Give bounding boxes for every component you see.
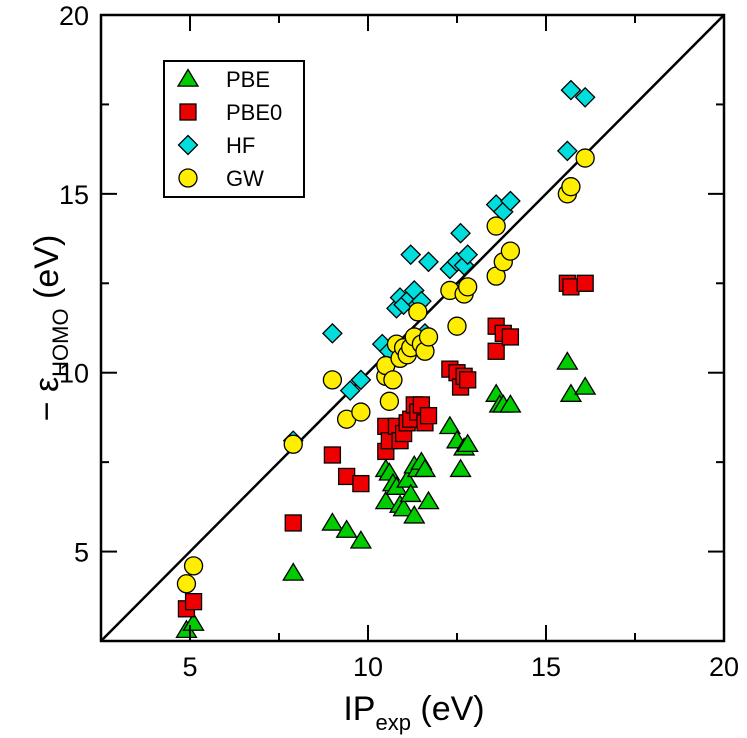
legend-marker-pbe0 (179, 103, 197, 121)
data-point-pbe (182, 612, 205, 631)
series-pbe (175, 351, 597, 639)
x-tick-label: 5 (182, 652, 197, 682)
data-point-gw (379, 391, 400, 411)
y-tick-label: 15 (59, 180, 89, 210)
data-point-pbe (349, 530, 373, 549)
data-point-pbe (403, 505, 426, 524)
data-point-gw (383, 370, 403, 390)
y-tick-label: 5 (74, 538, 89, 568)
legend-label-pbe: PBE (226, 67, 270, 92)
x-tick-label: 15 (531, 652, 561, 682)
data-point-hf (450, 222, 471, 244)
data-point-pbe0 (576, 274, 594, 292)
data-point-gw (500, 241, 521, 261)
data-point-hf (350, 369, 372, 391)
data-point-hf (321, 322, 343, 344)
data-point-gw (447, 316, 467, 336)
data-point-hf (400, 244, 422, 266)
data-point-pbe (417, 490, 440, 510)
series-gw (176, 148, 595, 594)
data-point-gw (322, 370, 343, 390)
data-point-gw (486, 216, 506, 236)
data-point-pbe (282, 562, 305, 581)
data-point-pbe (413, 458, 437, 478)
data-point-pbe (374, 490, 397, 510)
data-point-hf (457, 244, 479, 266)
data-point-gw (561, 177, 581, 197)
data-point-pbe (335, 519, 358, 538)
data-point-pbe0 (487, 342, 505, 360)
data-point-pbe (449, 458, 472, 478)
data-point-pbe0 (419, 406, 438, 425)
data-point-gw (283, 434, 303, 454)
data-point-pbe0 (323, 446, 342, 464)
data-point-hf (339, 380, 361, 402)
data-point-hf (556, 140, 578, 162)
data-point-pbe0 (284, 514, 302, 532)
legend-marker-hf (177, 134, 199, 156)
legend-label-hf: HF (226, 133, 255, 158)
y-axis-label: − εHOMO (eV) (28, 235, 73, 422)
data-point-pbe0 (501, 328, 520, 346)
data-point-pbe (399, 483, 422, 503)
data-point-pbe (392, 497, 415, 517)
x-tick-label: 10 (353, 652, 383, 682)
series-hf (282, 79, 596, 452)
data-point-pbe0 (459, 371, 477, 389)
legend-label-gw: GW (226, 166, 264, 191)
data-point-pbe (456, 433, 479, 453)
data-point-pbe (499, 394, 522, 413)
data-point-gw (351, 402, 371, 422)
y-tick-label: 20 (59, 1, 89, 31)
data-point-pbe0 (352, 474, 370, 493)
data-point-gw (575, 148, 595, 168)
data-point-pbe0 (184, 593, 203, 611)
legend-label-pbe0: PBE0 (226, 100, 282, 125)
data-point-gw (408, 302, 428, 322)
data-point-gw (176, 574, 197, 594)
data-point-gw (458, 277, 478, 297)
series-pbe0 (177, 274, 594, 618)
data-point-hf (418, 251, 439, 273)
data-point-hf (574, 86, 596, 108)
legend-marker-gw (178, 168, 198, 188)
x-tick-label: 20 (709, 652, 739, 682)
data-point-gw (183, 556, 204, 576)
data-point-pbe (321, 512, 344, 531)
y-tick-label: 10 (59, 359, 89, 389)
data-point-pbe (556, 351, 579, 370)
data-point-hf (560, 79, 582, 101)
x-axis-label: IPexp (eV) (343, 690, 484, 735)
data-point-pbe (574, 376, 597, 395)
data-point-gw (418, 327, 439, 347)
legend-marker-pbe (176, 68, 200, 87)
data-point-pbe (396, 469, 419, 488)
plot-frame (99, 13, 726, 643)
data-point-hf (499, 190, 521, 212)
data-point-pbe (438, 415, 462, 435)
